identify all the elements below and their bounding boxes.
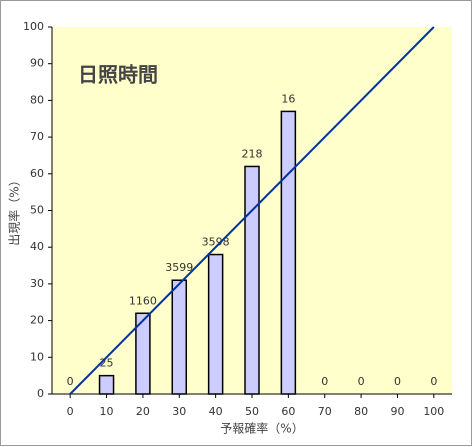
- y-tick-label: 10: [30, 350, 44, 363]
- data-label: 0: [358, 375, 365, 388]
- data-label: 0: [394, 375, 401, 388]
- x-tick-label: 30: [172, 405, 186, 418]
- y-tick-label: 90: [30, 57, 44, 70]
- x-tick-label: 80: [354, 405, 368, 418]
- x-tick-label: 0: [67, 405, 74, 418]
- data-label: 0: [430, 375, 437, 388]
- data-label: 16: [281, 92, 295, 105]
- x-tick-label: 60: [281, 405, 295, 418]
- y-axis-label: 出現率（%）: [7, 174, 22, 245]
- data-label: 3599: [165, 261, 193, 274]
- y-tick-label: 50: [30, 204, 44, 217]
- bar: [244, 165, 260, 395]
- data-label: 0: [67, 375, 74, 388]
- chart-title: 日照時間: [78, 63, 158, 87]
- x-tick-label: 90: [390, 405, 404, 418]
- x-tick-label: 40: [209, 405, 223, 418]
- x-tick-label: 100: [423, 405, 444, 418]
- x-axis-label: 予報確率（%）: [220, 421, 303, 436]
- bar: [171, 279, 188, 395]
- bar: [280, 110, 297, 395]
- y-tick-label: 20: [30, 314, 44, 327]
- y-tick-label: 70: [30, 130, 44, 143]
- y-tick-label: 100: [23, 20, 44, 33]
- y-tick-label: 60: [30, 167, 44, 180]
- bar: [207, 253, 224, 395]
- x-tick-label: 10: [100, 405, 114, 418]
- y-tick-label: 0: [37, 387, 44, 400]
- reference-line: [69, 26, 435, 395]
- bar: [98, 374, 115, 395]
- x-tick-label: 20: [136, 405, 150, 418]
- bar: [135, 312, 151, 395]
- y-tick-label: 30: [30, 277, 44, 290]
- y-tick-label: 40: [30, 240, 44, 253]
- data-label: 1160: [129, 294, 157, 307]
- data-label: 0: [321, 375, 328, 388]
- x-tick-label: 70: [318, 405, 332, 418]
- y-tick-label: 80: [30, 93, 44, 106]
- x-tick-label: 50: [245, 405, 259, 418]
- data-label: 218: [242, 147, 263, 160]
